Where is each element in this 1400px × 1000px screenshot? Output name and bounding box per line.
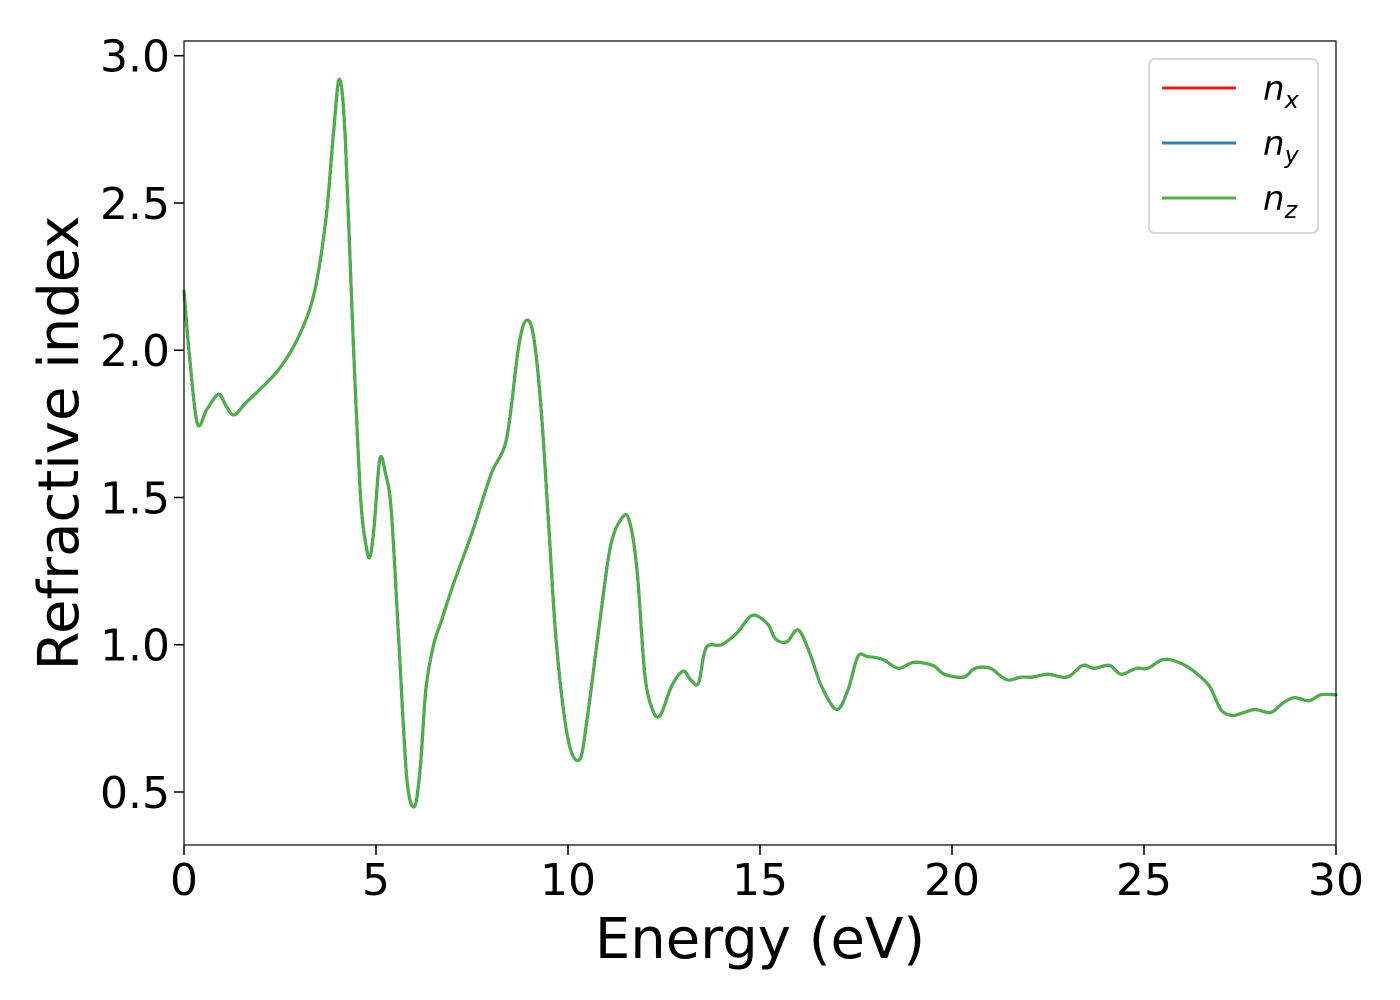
legend-label-nx: nx bbox=[1263, 69, 1300, 114]
x-tick-label: 5 bbox=[362, 855, 390, 906]
y-axis-ticks: 0.5 1.0 1.5 2.0 2.5 3.0 bbox=[100, 32, 184, 819]
y-tick-label: 3.0 bbox=[100, 32, 170, 83]
y-tick-label: 0.5 bbox=[100, 768, 170, 819]
x-tick-label: 10 bbox=[540, 855, 596, 906]
legend-label-nz: nz bbox=[1263, 179, 1299, 224]
x-axis-ticks: 0 5 10 15 20 25 30 bbox=[170, 845, 1364, 906]
y-axis-label: Refractive index bbox=[27, 216, 92, 671]
x-tick-label: 25 bbox=[1116, 855, 1172, 906]
legend-label-ny: ny bbox=[1263, 124, 1300, 169]
y-tick-label: 1.5 bbox=[100, 473, 170, 524]
x-tick-label: 0 bbox=[170, 855, 198, 906]
legend: nx ny nz bbox=[1148, 58, 1319, 234]
y-tick-label: 1.0 bbox=[100, 621, 170, 672]
y-tick-label: 2.5 bbox=[100, 179, 170, 230]
x-axis-label: Energy (eV) bbox=[595, 907, 925, 972]
x-tick-label: 30 bbox=[1308, 855, 1364, 906]
x-tick-label: 15 bbox=[732, 855, 788, 906]
series-lines bbox=[182, 77, 1338, 809]
series-line-nz bbox=[182, 77, 1338, 809]
y-tick-label: 2.0 bbox=[100, 326, 170, 377]
legend-box bbox=[1148, 58, 1319, 234]
x-tick-label: 20 bbox=[924, 855, 980, 906]
